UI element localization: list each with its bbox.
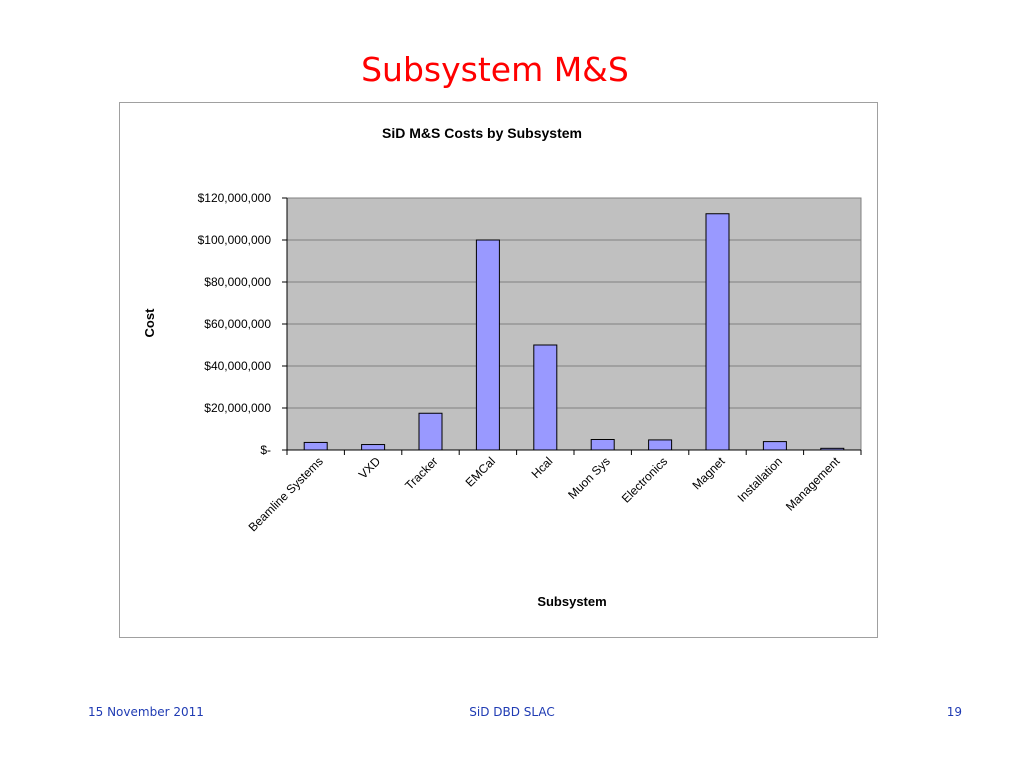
- x-tick-label: Hcal: [529, 454, 556, 481]
- footer-date: 15 November 2011: [88, 705, 204, 719]
- footer-center-text: SiD DBD SLAC: [469, 705, 555, 719]
- x-axis-label: Subsystem: [537, 594, 606, 609]
- y-tick-label: $120,000,000: [198, 191, 272, 205]
- bar: [648, 439, 673, 451]
- y-tick-label: $40,000,000: [204, 359, 271, 373]
- x-tick-label: Electronics: [619, 454, 670, 505]
- bar-chart: SiD M&S Costs by Subsystem Cost Subsyste…: [142, 125, 862, 609]
- bar: [361, 444, 386, 451]
- bar: [533, 344, 558, 451]
- y-tick-label: $80,000,000: [204, 275, 271, 289]
- x-tick-label: Management: [783, 454, 843, 514]
- y-tick-label: $60,000,000: [204, 317, 271, 331]
- x-tick-label: Muon Sys: [565, 454, 613, 502]
- bar: [705, 213, 730, 451]
- y-tick-label: $20,000,000: [204, 401, 271, 415]
- x-tick-label: Tracker: [402, 454, 440, 492]
- page-number: 19: [946, 705, 962, 719]
- bar: [590, 439, 615, 451]
- y-tick-label: $-: [260, 443, 271, 457]
- y-axis-label: Cost: [142, 308, 157, 338]
- chart-frame: SiD M&S Costs by Subsystem Cost Subsyste…: [119, 102, 878, 638]
- bar: [303, 441, 328, 451]
- bar: [762, 441, 787, 451]
- x-tick-label: VXD: [356, 454, 384, 482]
- y-tick-label: $100,000,000: [198, 233, 272, 247]
- x-tick-label: EMCal: [463, 454, 498, 489]
- x-tick-label: Beamline Systems: [246, 454, 326, 534]
- bar: [418, 412, 443, 451]
- slide-title: Subsystem M&S: [361, 50, 629, 89]
- x-tick-label: Magnet: [689, 454, 728, 493]
- x-tick-label: Installation: [735, 454, 785, 504]
- chart-title: SiD M&S Costs by Subsystem: [382, 125, 582, 141]
- bar: [820, 447, 845, 451]
- bar: [475, 239, 500, 451]
